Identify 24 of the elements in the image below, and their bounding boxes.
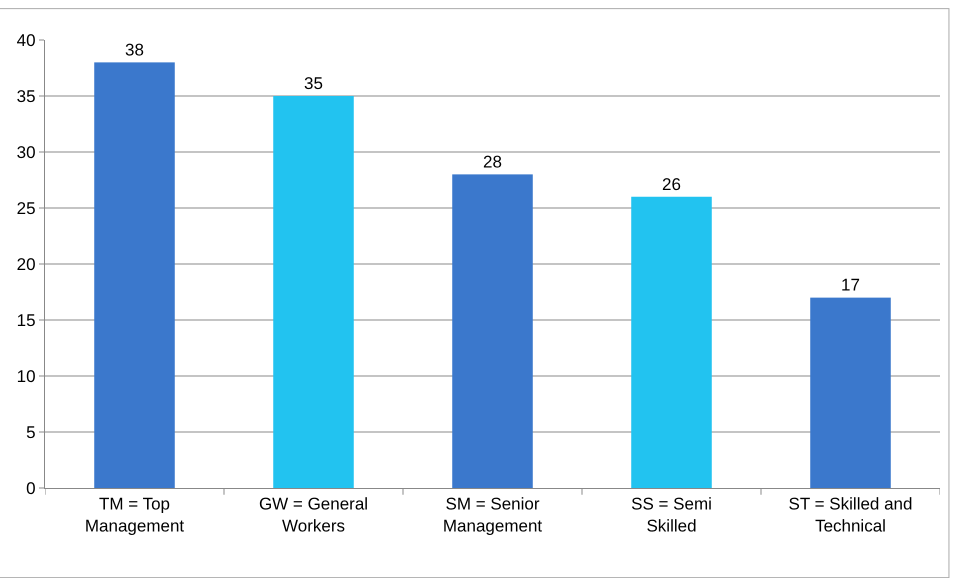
bar: [94, 62, 175, 488]
y-tick-label: 20: [16, 254, 36, 274]
y-tick-label: 0: [26, 478, 36, 498]
x-tick-label: ST = Skilled and Technical: [788, 494, 912, 536]
y-tick-label: 35: [16, 86, 36, 106]
x-tick-label: SM = Senior Management: [442, 494, 542, 536]
data-label: 17: [841, 276, 860, 295]
y-tick-label: 5: [26, 422, 36, 442]
bar: [631, 196, 712, 488]
data-label: 26: [662, 174, 681, 194]
x-tick-label: SS = Semi Skilled: [631, 494, 712, 536]
y-tick-label: 40: [16, 30, 36, 50]
y-tick-label: 15: [16, 310, 36, 330]
y-tick-label: 25: [16, 198, 36, 218]
y-tick-label: 10: [16, 366, 36, 386]
x-tick-label: TM = Top Management: [84, 494, 184, 536]
data-label: 35: [304, 74, 323, 93]
x-tick-label: GW = General Workers: [258, 494, 368, 536]
data-label: 38: [125, 40, 144, 60]
y-tick-label: 30: [16, 142, 36, 162]
data-label: 28: [483, 152, 502, 172]
bar: [273, 96, 354, 488]
bar: [452, 174, 533, 488]
bar: [810, 298, 891, 488]
